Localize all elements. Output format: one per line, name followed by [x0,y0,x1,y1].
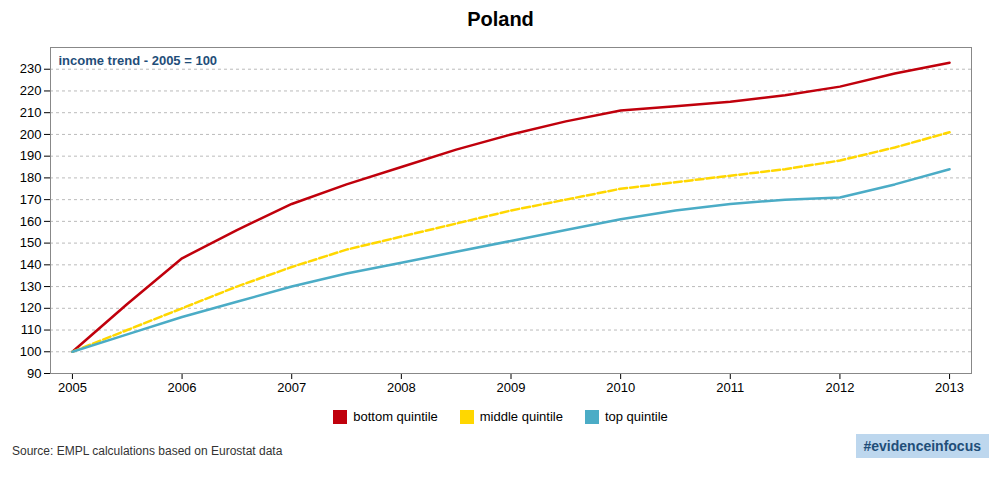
html-text:middle quintile: middle quintile [479,409,563,424]
svg-text:2013: 2013 [935,380,964,395]
svg-text:2009: 2009 [497,380,526,395]
svg-text:190: 190 [20,148,42,163]
svg-text:2012: 2012 [825,380,854,395]
svg-text:150: 150 [20,235,42,250]
html-text:bottom quintile: bottom quintile [353,409,438,424]
svg-text:120: 120 [20,300,42,315]
svg-text:2007: 2007 [277,380,306,395]
svg-text:2006: 2006 [168,380,197,395]
svg-text:170: 170 [20,192,42,207]
html-text:Source: EMPL calculations base: Source: EMPL calculations based on Euros… [12,444,283,458]
svg-text:160: 160 [20,214,42,229]
svg-text:2005: 2005 [58,380,87,395]
svg-text:90: 90 [27,366,41,381]
svg-text:100: 100 [20,344,42,359]
svg-text:200: 200 [20,127,42,142]
svg-text:220: 220 [20,83,42,98]
html-text:#evidenceinfocus: #evidenceinfocus [863,438,981,454]
svg-text:140: 140 [20,257,42,272]
svg-text:180: 180 [20,170,42,185]
svg-text:210: 210 [20,105,42,120]
svg-text:income trend - 2005 = 100: income trend - 2005 = 100 [59,53,218,68]
svg-text:110: 110 [21,322,42,337]
svg-text:2008: 2008 [387,380,416,395]
html-text:top quintile: top quintile [604,409,668,424]
svg-text:2011: 2011 [716,380,744,395]
svg-text:230: 230 [20,61,42,76]
svg-text:2010: 2010 [606,380,635,395]
svg-text:130: 130 [20,279,42,294]
html-text:Poland: Poland [467,8,534,30]
